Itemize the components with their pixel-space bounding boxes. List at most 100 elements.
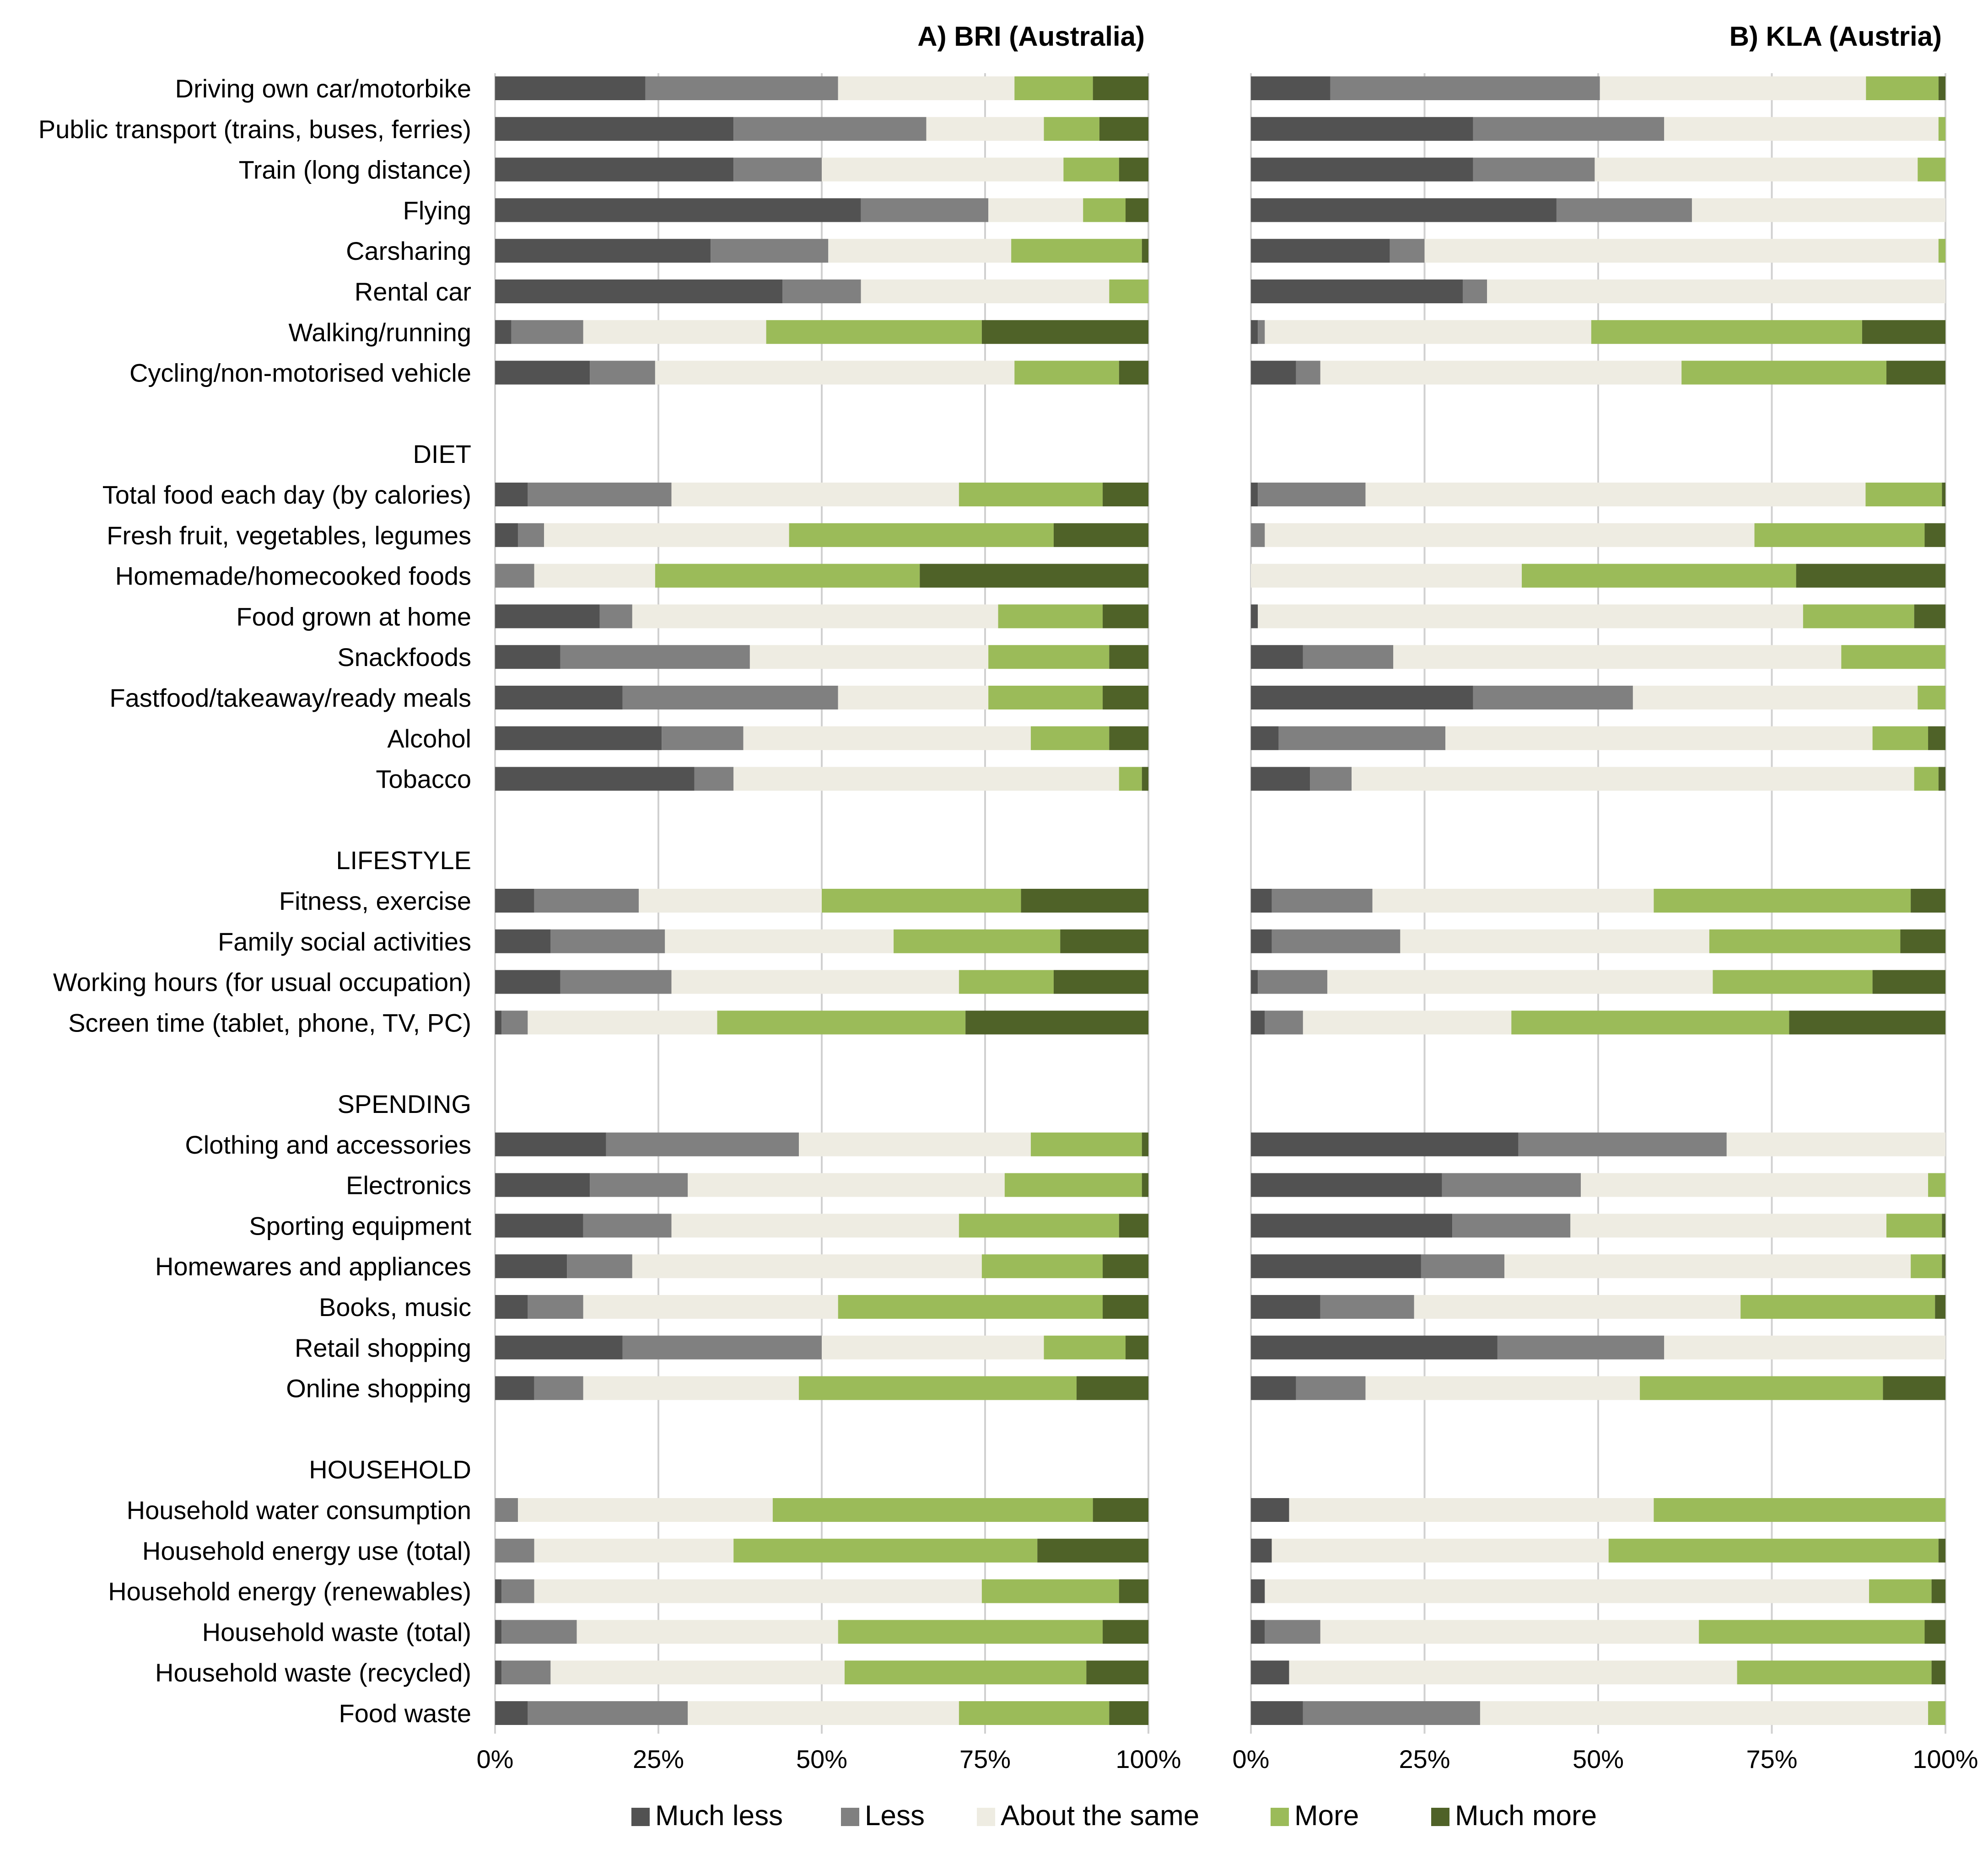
bar-segment bbox=[694, 767, 734, 791]
bar-segment bbox=[959, 1214, 1119, 1238]
bar-segment bbox=[799, 1132, 1031, 1156]
bar-segment bbox=[1473, 686, 1633, 709]
bar-segment bbox=[495, 1254, 567, 1279]
x-tick-label: 75% bbox=[1746, 1745, 1797, 1773]
category-label: Food waste bbox=[339, 1699, 472, 1728]
bar-segment bbox=[1365, 483, 1866, 506]
bar-segment bbox=[1109, 1701, 1148, 1725]
bar-segment bbox=[822, 1335, 1044, 1359]
bar-segment bbox=[1021, 889, 1148, 913]
bar-segment bbox=[1442, 1173, 1581, 1197]
bar-segment bbox=[1914, 604, 1945, 629]
bar-segment bbox=[1289, 1660, 1737, 1685]
bar-segment bbox=[495, 929, 551, 953]
bar-segment bbox=[1251, 117, 1473, 141]
bar-segment bbox=[495, 645, 560, 669]
bar-segment bbox=[981, 1254, 1103, 1279]
bar-segment bbox=[782, 279, 861, 303]
bar-segment bbox=[501, 1620, 577, 1644]
bar-segment bbox=[583, 1295, 838, 1319]
bar-segment bbox=[1928, 1701, 1945, 1725]
x-tick-label: 50% bbox=[1573, 1745, 1624, 1773]
bar-segment bbox=[495, 1538, 534, 1563]
bar-segment bbox=[1473, 157, 1595, 182]
bar-segment bbox=[665, 929, 894, 953]
bar-segment bbox=[1310, 767, 1352, 791]
bar-segment bbox=[495, 320, 512, 344]
bar-segment bbox=[1296, 1376, 1366, 1400]
bar-segment bbox=[1030, 1132, 1142, 1156]
bar-segment bbox=[959, 483, 1103, 506]
bar-segment bbox=[838, 1295, 1103, 1319]
bar-segment bbox=[959, 1701, 1110, 1725]
bar-segment bbox=[1692, 198, 1945, 222]
category-label: Household energy (renewables) bbox=[108, 1577, 471, 1606]
bar-segment bbox=[1726, 1132, 1945, 1156]
bar-segment bbox=[1265, 320, 1591, 344]
bar-segment bbox=[717, 1010, 966, 1035]
category-label: Clothing and accessories bbox=[185, 1130, 471, 1159]
bar-segment bbox=[1935, 1295, 1945, 1319]
bar-segment bbox=[1251, 1376, 1296, 1400]
x-tick-label: 0% bbox=[1233, 1745, 1270, 1773]
bar-segment bbox=[920, 564, 1148, 588]
bar-segment bbox=[560, 645, 750, 669]
bar-segment bbox=[645, 76, 838, 100]
legend-label: Less bbox=[865, 1800, 925, 1832]
bar-segment bbox=[495, 1579, 502, 1603]
bar-segment bbox=[1296, 360, 1320, 385]
bar-segment bbox=[1063, 157, 1119, 182]
legend-label: More bbox=[1294, 1800, 1359, 1832]
bar-segment bbox=[671, 1214, 959, 1238]
bar-segment bbox=[495, 279, 783, 303]
bar-segment bbox=[1424, 239, 1939, 263]
bar-segment bbox=[639, 889, 822, 913]
bar-segment bbox=[1803, 604, 1914, 629]
bar-segment bbox=[671, 483, 959, 506]
bar-segment bbox=[1099, 117, 1148, 141]
category-label: Fastfood/takeaway/ready meals bbox=[109, 683, 471, 712]
section-header: LIFESTYLE bbox=[336, 846, 471, 875]
bar-segment bbox=[1928, 1173, 1945, 1197]
bar-segment bbox=[1869, 1579, 1932, 1603]
bar-segment bbox=[1251, 686, 1473, 709]
bar-segment bbox=[1265, 1010, 1303, 1035]
bar-segment bbox=[988, 686, 1103, 709]
bar-segment bbox=[965, 1010, 1148, 1035]
bar-segment bbox=[1251, 198, 1557, 222]
bar-segment bbox=[1251, 279, 1463, 303]
bar-segment bbox=[1303, 645, 1394, 669]
bar-segment bbox=[583, 1376, 799, 1400]
bar-segment bbox=[495, 198, 861, 222]
legend-label: About the same bbox=[1001, 1800, 1199, 1832]
bar-segment bbox=[1713, 970, 1873, 994]
bar-segment bbox=[544, 523, 789, 547]
bar-segment bbox=[1271, 929, 1401, 953]
bar-segment bbox=[495, 1660, 502, 1685]
bar-segment bbox=[1865, 483, 1942, 506]
bar-segment bbox=[733, 767, 1119, 791]
bar-segment bbox=[1251, 1701, 1303, 1725]
bar-segment bbox=[495, 686, 623, 709]
category-label: Cycling/non-motorised vehicle bbox=[129, 359, 471, 387]
bar-segment bbox=[733, 157, 822, 182]
bar-segment bbox=[1841, 645, 1945, 669]
bar-segment bbox=[1251, 1538, 1272, 1563]
bar-segment bbox=[1103, 1620, 1148, 1644]
bar-segment bbox=[1918, 157, 1945, 182]
bar-segment bbox=[743, 726, 1031, 750]
bar-segment bbox=[655, 564, 920, 588]
bar-segment bbox=[1251, 929, 1272, 953]
category-label: Alcohol bbox=[387, 724, 471, 753]
x-tick-label: 75% bbox=[959, 1745, 1011, 1773]
bar-segment bbox=[1251, 1498, 1289, 1522]
bar-segment bbox=[1004, 1173, 1142, 1197]
bar-segment bbox=[1872, 726, 1929, 750]
bar-segment bbox=[766, 320, 982, 344]
bar-segment bbox=[1640, 1376, 1883, 1400]
bar-segment bbox=[1487, 279, 1945, 303]
bar-segment bbox=[1938, 117, 1945, 141]
bar-segment bbox=[1251, 76, 1331, 100]
bar-segment bbox=[1126, 198, 1148, 222]
bar-segment bbox=[1681, 360, 1886, 385]
